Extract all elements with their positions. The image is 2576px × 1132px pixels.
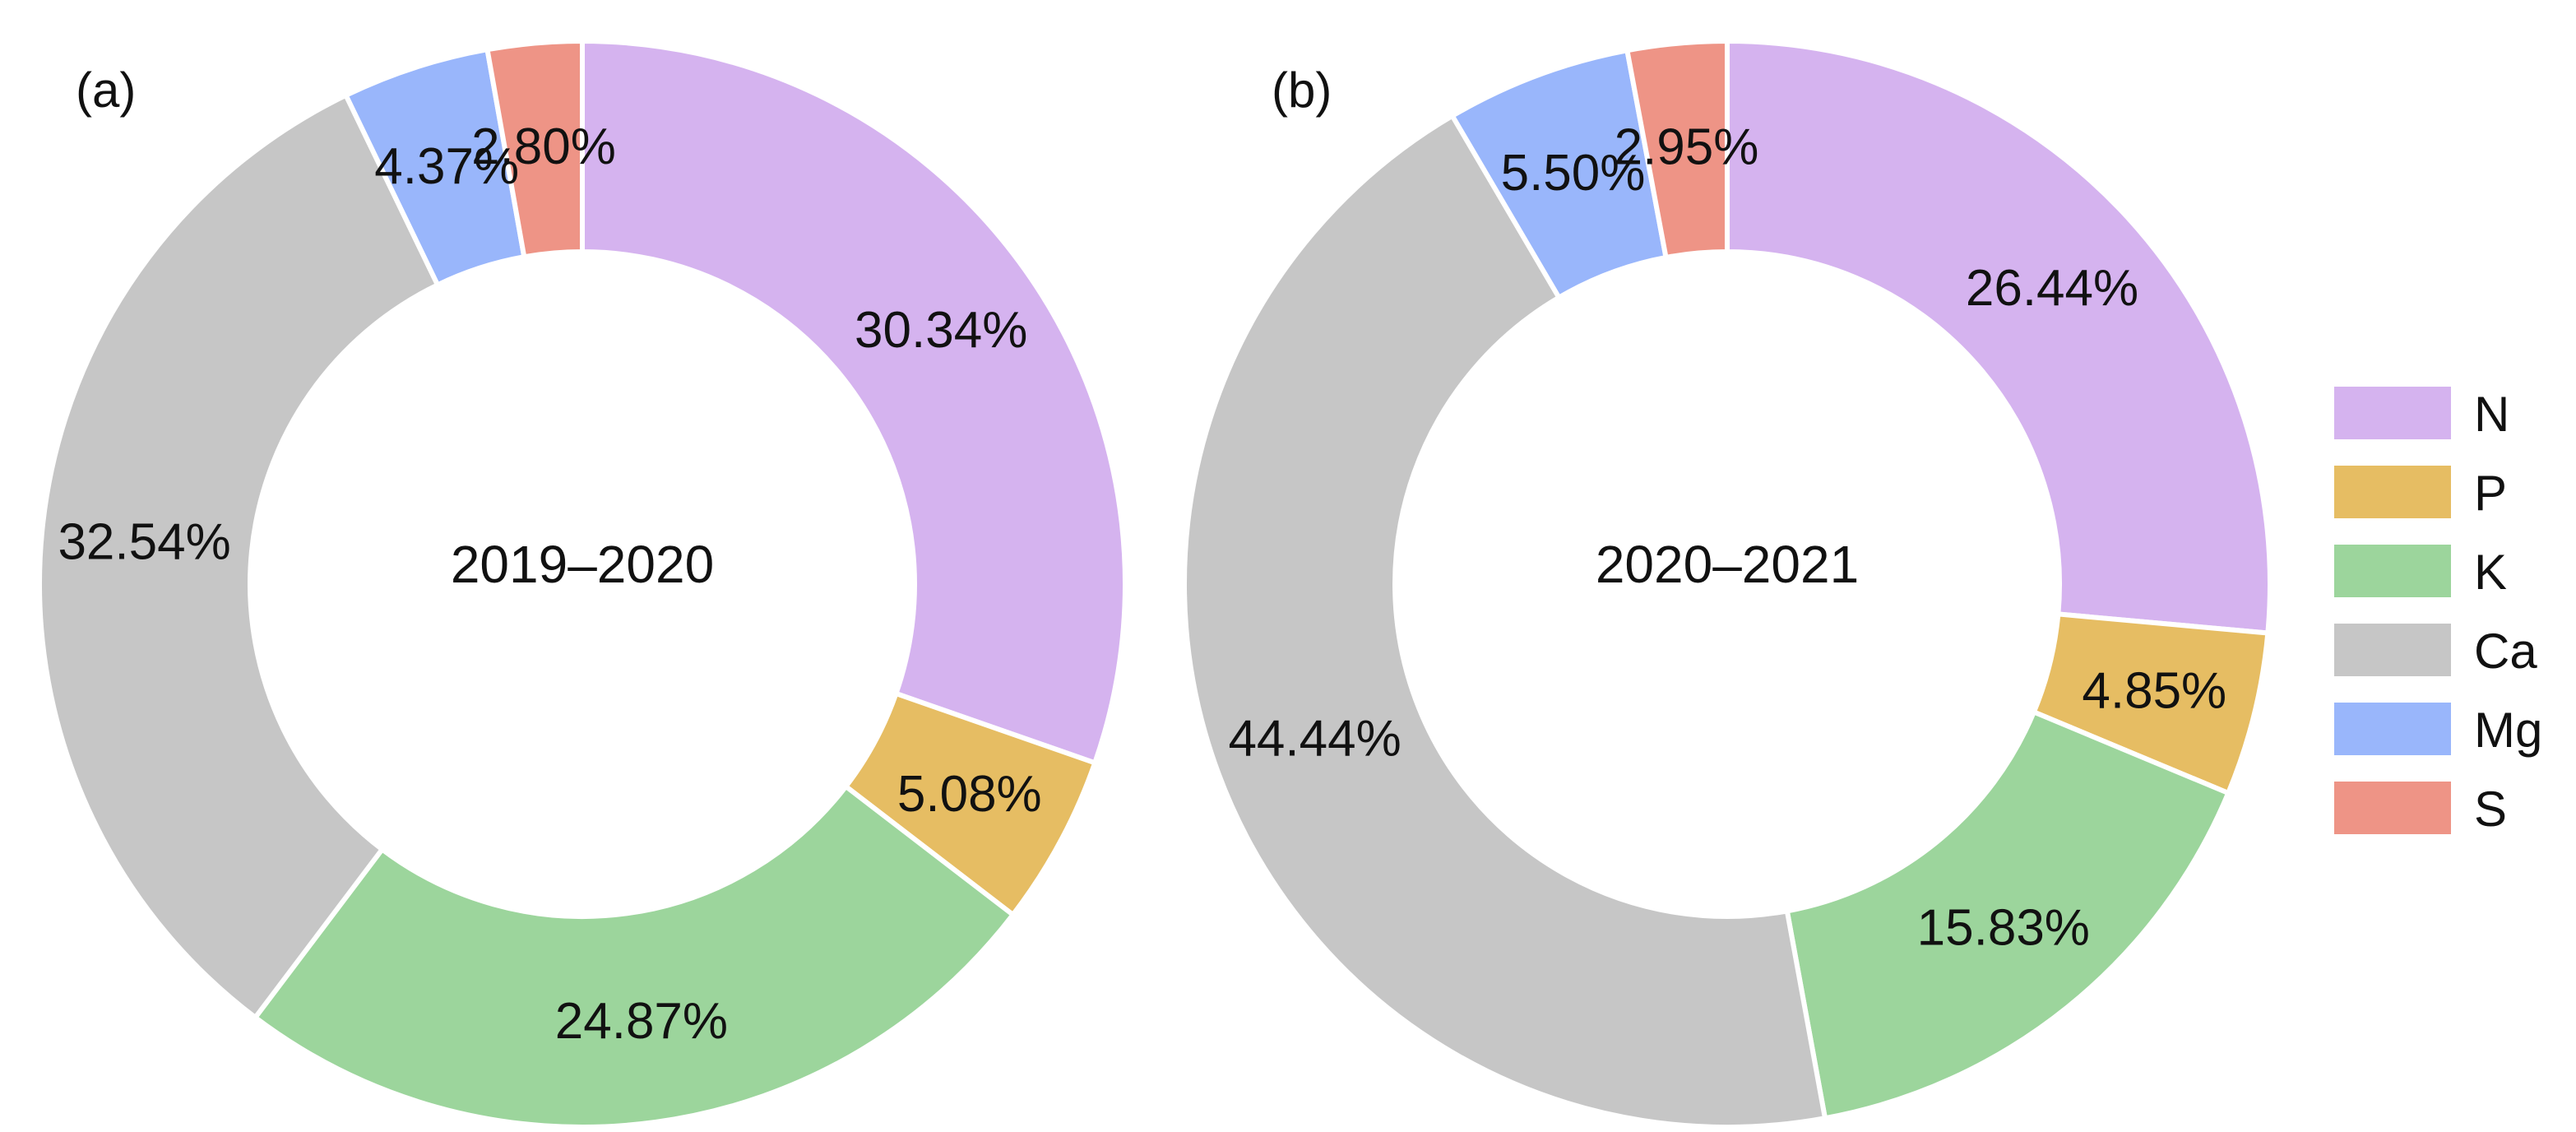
legend-swatch-p: [2334, 466, 2451, 518]
donut-chart-a: (a) 30.34% 5.08% 24.87% 32.54% 4.37%2.80% 20…: [37, 38, 1128, 1130]
legend-label-p: P: [2474, 466, 2507, 521]
panel-label-a: (a): [76, 63, 136, 118]
legend: N P K Ca Mg S: [2334, 387, 2542, 837]
slice-k-a: [252, 782, 1017, 1130]
slice-label-mg-b: 5.50%: [1501, 145, 1646, 202]
slice-ca-b: [1182, 112, 1828, 1130]
slice-label-s-b: 2.95%: [1615, 118, 1759, 175]
slice-label-p-a: 5.08%: [897, 766, 1042, 823]
slice-labels-a: 30.34% 5.08% 24.87% 32.54% 4.37%2.80%: [58, 118, 1041, 1050]
legend-label-s: S: [2474, 782, 2507, 837]
slice-label-k-b: 15.83%: [1917, 900, 2090, 957]
slice-label-s-a: 2.80%: [471, 118, 616, 175]
slice-label-n-b: 26.44%: [1966, 260, 2138, 317]
slices-b: [1182, 38, 2273, 1130]
legend-label-n: N: [2474, 387, 2509, 442]
slice-labels-b: 26.44% 4.85% 15.83% 44.44% 5.50%2.95%: [1228, 118, 2226, 956]
panel-label-b: (b): [1272, 63, 1332, 118]
center-label-a: 2019–2020: [451, 535, 714, 594]
slice-label-ca-b: 44.44%: [1228, 711, 1401, 768]
legend-swatch-k: [2334, 545, 2451, 597]
slice-ca-a: [37, 91, 442, 1021]
legend-swatch-n: [2334, 387, 2451, 439]
slice-k-b: [1784, 708, 2232, 1121]
slice-label-p-b: 4.85%: [2082, 663, 2226, 720]
slice-s-b: [1624, 38, 1730, 261]
slice-n-b: [1725, 38, 2273, 636]
slice-label-mg-a: 4.37%: [374, 138, 519, 195]
legend-label-k: K: [2474, 545, 2507, 600]
slice-n-a: [580, 38, 1128, 767]
legend-label-mg: Mg: [2474, 703, 2542, 758]
legend-label-ca: Ca: [2474, 624, 2537, 679]
slice-label-ca-a: 32.54%: [58, 514, 230, 571]
slice-s-a: [484, 38, 585, 260]
slices-a: [37, 38, 1128, 1130]
legend-swatch-mg: [2334, 703, 2451, 755]
legend-swatch-s: [2334, 782, 2451, 834]
donut-chart-b: (b) 26.44% 4.85% 15.83% 44.44% 5.50%2.95% 20…: [1182, 38, 2273, 1130]
slice-label-k-a: 24.87%: [555, 993, 728, 1050]
slice-label-n-a: 30.34%: [855, 302, 1027, 359]
legend-swatch-ca: [2334, 624, 2451, 676]
center-label-b: 2020–2021: [1596, 535, 1859, 594]
